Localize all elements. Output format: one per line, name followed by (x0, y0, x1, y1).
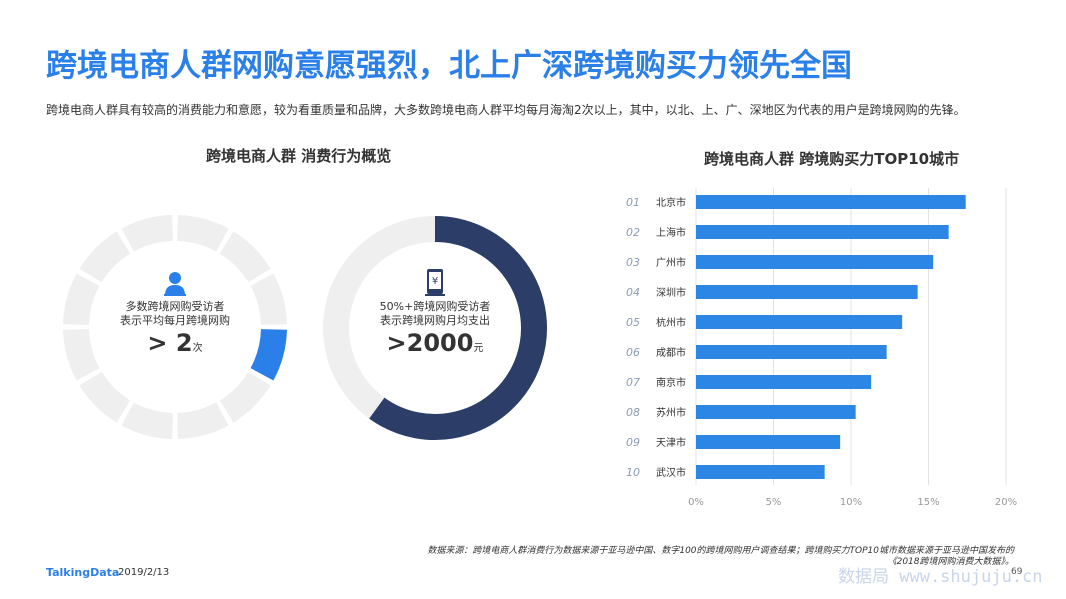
person-icon (164, 272, 186, 296)
donut1-value: > 2次 (147, 329, 203, 357)
rank-label: 05 (626, 316, 640, 329)
data-source-note: 数据来源：跨境电商人群消费行为数据来源于亚马逊中国、数字100的跨境网购用户调查… (427, 546, 1014, 567)
bar (696, 225, 949, 239)
x-tick-label: 10% (840, 497, 862, 508)
donut-segment (176, 215, 229, 252)
talkingdata-logo: TalkingData (46, 566, 120, 579)
city-label: 天津市 (656, 436, 686, 449)
city-label: 上海市 (656, 226, 686, 239)
svg-text:¥: ¥ (432, 276, 438, 287)
donut1-line2: 表示平均每月跨境网购 (120, 314, 230, 327)
rank-label: 03 (626, 256, 640, 269)
rank-label: 02 (626, 226, 640, 239)
donut-segment (250, 273, 287, 326)
donut-segment (176, 402, 229, 439)
report-date: 2019/2/13 (118, 567, 170, 578)
donut-segment (63, 273, 100, 326)
donut-segment (121, 402, 174, 439)
city-label: 苏州市 (656, 406, 686, 419)
donut-segment (121, 215, 174, 252)
bar (696, 375, 872, 389)
bar (696, 255, 934, 269)
donut1-label: 多数跨境网购受访者 表示平均每月跨境网购 > 2次 (100, 300, 250, 364)
right-panel-title: 跨境电商人群 跨境购买力TOP10城市 (704, 150, 960, 168)
city-label: 深圳市 (656, 286, 686, 299)
bar (696, 315, 903, 329)
rank-label: 10 (626, 466, 640, 479)
top10-city-bar-chart: 0% 5% 10% 15% 20% 01 北京市 02 上海市 03 广州市 04 深圳市 05 杭州市 06… (626, 188, 1017, 508)
city-label: 南京市 (656, 376, 686, 389)
rank-label: 09 (626, 436, 640, 449)
rank-label: 01 (626, 196, 640, 209)
bar (696, 285, 918, 299)
donut-monthly-spend (323, 216, 547, 440)
page-title: 跨境电商人群网购意愿强烈，北上广深跨境购买力领先全国 (46, 48, 852, 84)
rank-label: 06 (626, 346, 640, 359)
donut-highlight-segment (250, 328, 287, 381)
bar (696, 465, 825, 479)
page-subtitle: 跨境电商人群具有较高的消费能力和意愿，较为看重质量和品牌，大多数跨境电商人群平均… (46, 103, 966, 117)
donut-segment (79, 231, 131, 283)
rank-label: 07 (626, 376, 640, 389)
donut2-label: 50%+跨境网购受访者 表示跨境网购月均支出 >2000元 (360, 300, 510, 364)
rank-label: 04 (626, 286, 640, 299)
bar (696, 345, 887, 359)
x-tick-label: 5% (766, 497, 782, 508)
watermark: 数据局 www.shujuju.cn (838, 567, 1043, 587)
donut2-line1: 50%+跨境网购受访者 (379, 300, 491, 313)
left-panel-title: 跨境电商人群 消费行为概览 (206, 147, 392, 165)
bar (696, 435, 841, 449)
donut-charts: ¥ (63, 215, 547, 440)
donut-segment (219, 231, 271, 283)
donut2-line2: 表示跨境网购月均支出 (380, 314, 490, 327)
x-tick-label: 0% (688, 497, 704, 508)
donut-segment (63, 328, 100, 381)
x-tick-label: 20% (995, 497, 1017, 508)
bar (696, 405, 856, 419)
bar (696, 195, 966, 209)
page-number: 69 (1011, 567, 1023, 577)
phone-yen-icon: ¥ (425, 269, 445, 296)
donut-value-arc (369, 216, 547, 440)
city-label: 成都市 (656, 346, 686, 359)
city-label: 武汉市 (656, 466, 686, 479)
city-label: 广州市 (656, 256, 686, 269)
donut-monthly-frequency (63, 215, 287, 439)
city-label: 杭州市 (656, 316, 686, 329)
donut1-line1: 多数跨境网购受访者 (125, 300, 225, 313)
city-label: 北京市 (656, 196, 686, 209)
donut2-value: >2000元 (386, 329, 484, 357)
donut-segment (79, 371, 131, 423)
donut-segment (219, 371, 271, 423)
x-tick-label: 15% (917, 497, 939, 508)
rank-label: 08 (626, 406, 640, 419)
